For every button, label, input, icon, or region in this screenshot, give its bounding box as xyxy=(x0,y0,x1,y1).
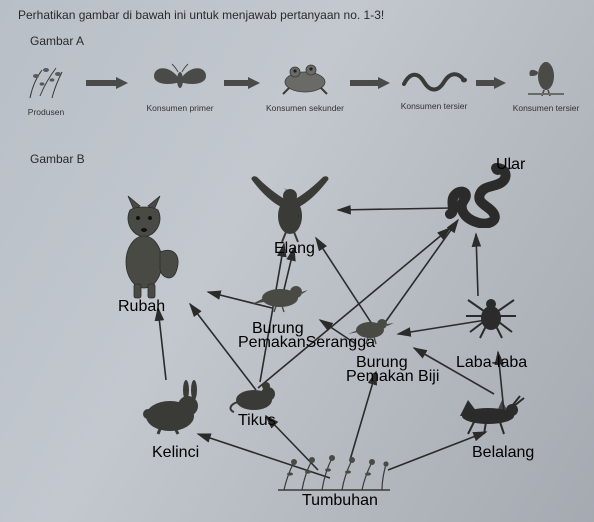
figure-b-web: Ular Elang xyxy=(98,148,568,508)
org-burbiji xyxy=(346,310,396,351)
label-tumbuhan: Tumbuhan xyxy=(302,492,378,510)
org-belalang xyxy=(450,386,530,443)
label-laba: Laba-laba xyxy=(456,354,527,372)
figure-a-title: Gambar A xyxy=(30,34,84,48)
chain-label: Konsumen primer xyxy=(140,103,220,113)
chain-arrow xyxy=(474,74,508,88)
figure-a-chain: Produsen Konsumen primer xyxy=(6,56,588,138)
org-laba xyxy=(456,288,526,349)
chain-node-k3: Konsumen tersier xyxy=(394,64,474,111)
bird-insectivore-icon xyxy=(250,278,310,319)
chain-arrow xyxy=(84,74,130,88)
grasshopper-icon xyxy=(450,386,530,443)
snake-icon xyxy=(400,81,468,98)
figure-b-title: Gambar B xyxy=(30,152,85,166)
org-burser xyxy=(250,278,310,319)
frog-icon xyxy=(275,83,335,100)
label-elang: Elang xyxy=(274,240,315,258)
rabbit-icon xyxy=(136,372,208,441)
instruction-text: Perhatikan gambar di bawah ini untuk men… xyxy=(18,8,384,22)
label-belalang: Belalang xyxy=(472,444,534,462)
chain-label: Konsumen tersier xyxy=(510,103,582,113)
org-rubah xyxy=(104,192,188,305)
eagle-icon xyxy=(242,166,338,249)
label-tikus: Tikus xyxy=(238,412,276,430)
chain-node-k1: Konsumen primer xyxy=(140,62,220,113)
hawk-icon xyxy=(524,83,568,100)
bird-seed-icon xyxy=(346,310,396,351)
moth-icon xyxy=(150,83,210,100)
chain-label: Produsen xyxy=(16,107,76,117)
spider-icon xyxy=(456,288,526,349)
chain-node-k4: Konsumen tersier xyxy=(510,58,582,113)
label-burbiji-2: Pemakan Biji xyxy=(346,368,439,386)
chain-node-produsen: Produsen xyxy=(16,60,76,117)
plants-icon xyxy=(274,448,394,497)
chain-label: Konsumen tersier xyxy=(394,101,474,111)
label-kelinci: Kelinci xyxy=(152,444,199,462)
worksheet-page: Perhatikan gambar di bawah ini untuk men… xyxy=(0,0,594,522)
chain-label: Konsumen sekunder xyxy=(262,103,348,113)
chain-arrow xyxy=(348,74,392,88)
org-tumbuhan xyxy=(274,448,394,497)
chain-arrow xyxy=(222,74,262,88)
chain-node-k2: Konsumen sekunder xyxy=(262,60,348,113)
plant-icon xyxy=(22,87,70,104)
label-ular: Ular xyxy=(496,156,525,174)
label-rubah: Rubah xyxy=(118,298,165,316)
org-elang xyxy=(242,166,338,249)
fox-icon xyxy=(104,192,188,305)
org-kelinci xyxy=(136,372,208,441)
